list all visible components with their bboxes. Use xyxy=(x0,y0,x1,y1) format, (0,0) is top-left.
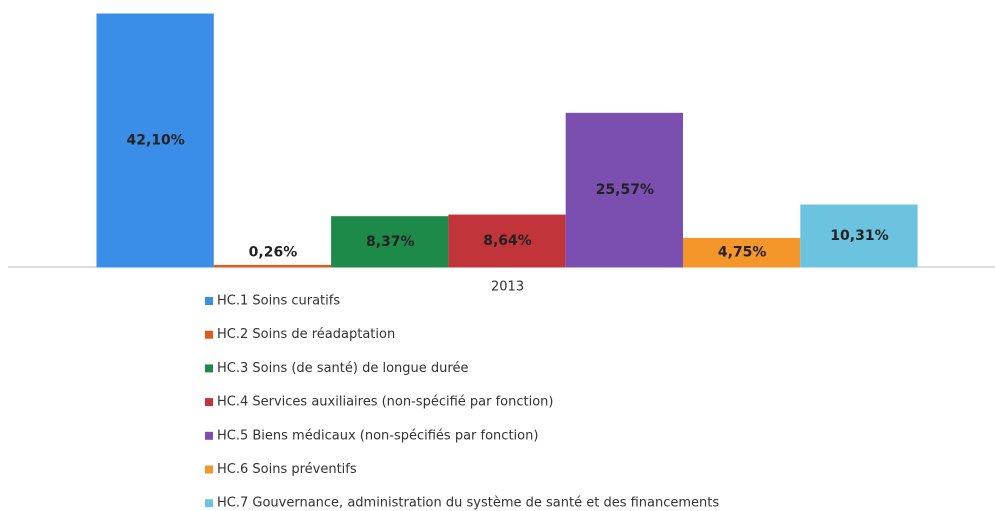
legend-swatch xyxy=(205,364,213,373)
legend-label: HC.2 Soins de réadaptation xyxy=(217,327,395,342)
data-label: 8,37% xyxy=(366,234,415,250)
data-label: 42,10% xyxy=(126,133,184,149)
bar xyxy=(213,264,332,268)
legend-label: HC.5 Biens médicaux (non-spécifiés par f… xyxy=(217,428,538,443)
data-label: 10,31% xyxy=(830,228,888,244)
legend-label: HC.7 Gouvernance, administration du syst… xyxy=(217,496,719,511)
data-label: 4,75% xyxy=(718,245,767,261)
legend-label: HC.1 Soins curatifs xyxy=(217,294,340,309)
data-label: 0,26% xyxy=(249,244,298,260)
legend-label: HC.3 Soins (de santé) de longue durée xyxy=(217,361,468,376)
bar xyxy=(448,214,566,268)
bar xyxy=(800,204,918,268)
legend-swatch xyxy=(205,398,213,407)
data-label: 8,64% xyxy=(483,233,532,249)
legend-swatch xyxy=(205,465,213,474)
bar xyxy=(331,216,449,268)
bar xyxy=(565,112,684,268)
legend-swatch xyxy=(205,330,213,339)
legend-label: HC.4 Services auxiliaires (non-spécifié … xyxy=(217,395,554,410)
legend-swatch xyxy=(205,499,213,508)
x-tick-label: 2013 xyxy=(491,280,524,295)
legend-swatch xyxy=(205,297,213,305)
legend-swatch xyxy=(205,431,213,440)
data-label: 25,57% xyxy=(596,182,654,198)
bar xyxy=(96,13,214,268)
legend-label: HC.6 Soins préventifs xyxy=(217,462,357,477)
bar xyxy=(683,237,801,268)
